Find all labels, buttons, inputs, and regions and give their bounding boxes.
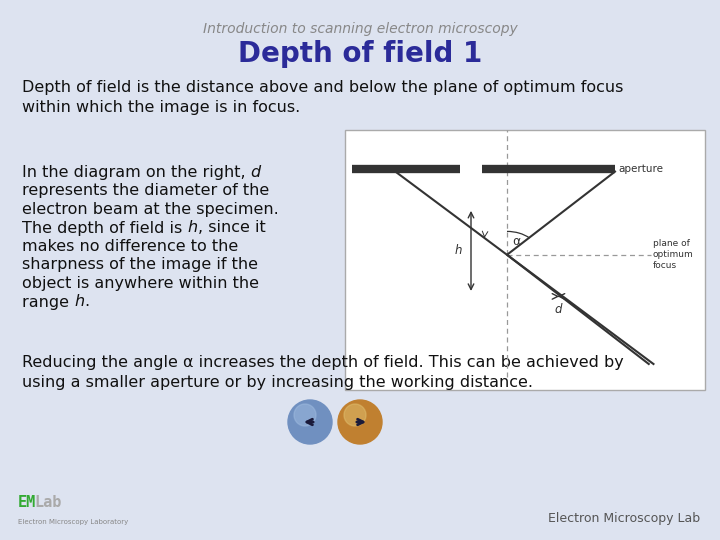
Text: range: range: [22, 294, 74, 309]
Text: Depth of field 1: Depth of field 1: [238, 40, 482, 68]
Text: Electron Microscopy Lab: Electron Microscopy Lab: [548, 512, 700, 525]
Text: makes no difference to the: makes no difference to the: [22, 239, 238, 254]
Text: , since it: , since it: [197, 220, 265, 235]
Text: d: d: [554, 303, 562, 316]
Text: Lab: Lab: [34, 495, 61, 510]
Text: d: d: [251, 165, 261, 180]
Text: h: h: [187, 220, 197, 235]
Text: sharpness of the image if the: sharpness of the image if the: [22, 258, 258, 273]
Text: .: .: [84, 294, 89, 309]
Text: Depth of field is the distance above and below the plane of optimum focus
within: Depth of field is the distance above and…: [22, 80, 624, 115]
Circle shape: [338, 400, 382, 444]
Text: represents the diameter of the: represents the diameter of the: [22, 184, 269, 199]
Text: h: h: [454, 245, 462, 258]
Text: electron beam at the specimen.: electron beam at the specimen.: [22, 202, 279, 217]
Text: Reducing the angle α increases the depth of field. This can be achieved by
using: Reducing the angle α increases the depth…: [22, 355, 624, 390]
Text: α: α: [513, 235, 521, 248]
Text: plane of
optimum
focus: plane of optimum focus: [653, 239, 693, 271]
Text: Introduction to scanning electron microscopy: Introduction to scanning electron micros…: [202, 22, 518, 36]
Text: object is anywhere within the: object is anywhere within the: [22, 276, 259, 291]
Circle shape: [294, 404, 316, 426]
Text: The depth of field is: The depth of field is: [22, 220, 187, 235]
FancyBboxPatch shape: [345, 130, 705, 390]
Text: aperture: aperture: [618, 164, 664, 174]
Text: Electron Microscopy Laboratory: Electron Microscopy Laboratory: [18, 519, 128, 525]
Text: EM: EM: [18, 495, 36, 510]
Text: In the diagram on the right,: In the diagram on the right,: [22, 165, 251, 180]
Text: h: h: [74, 294, 84, 309]
Circle shape: [344, 404, 366, 426]
Circle shape: [288, 400, 332, 444]
